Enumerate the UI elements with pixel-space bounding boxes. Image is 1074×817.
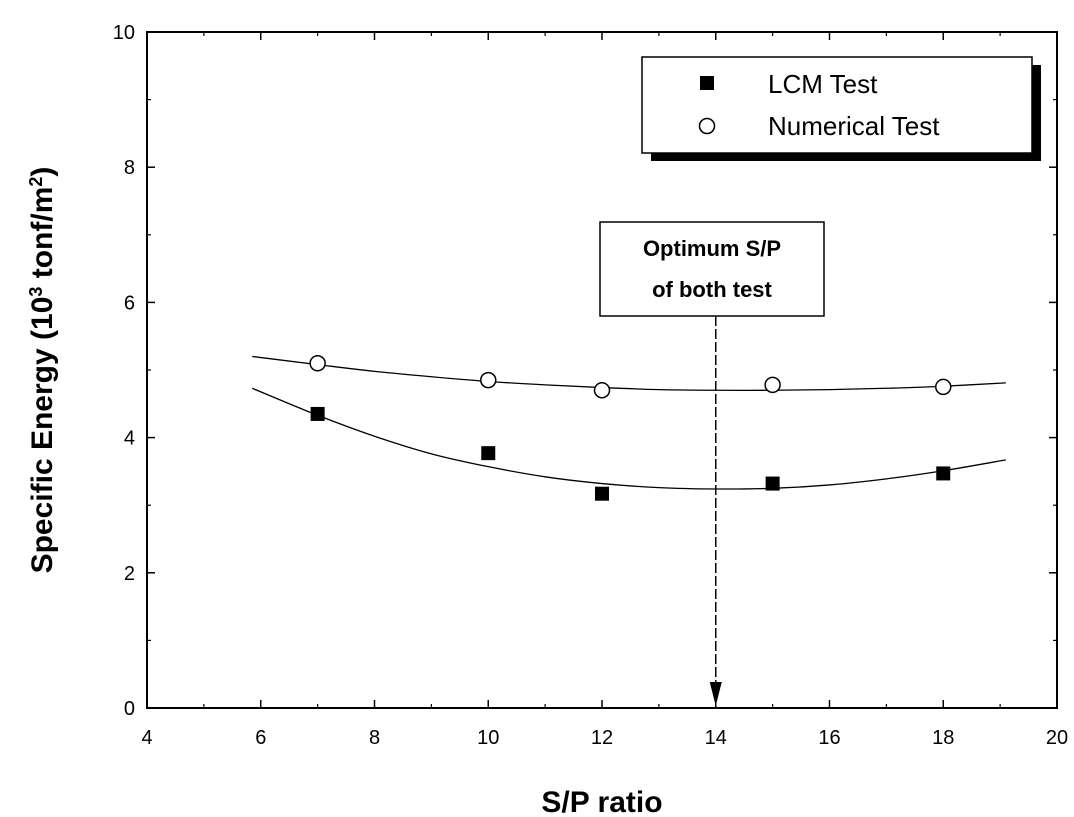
numerical-test-point: [593, 382, 611, 399]
annotation: Optimum S/P of both test: [599, 221, 825, 706]
x-tick-label: 20: [1046, 727, 1068, 749]
lcm-test-point: [481, 446, 496, 461]
numerical-fit-curve: [252, 355, 1006, 392]
lcm-test-point: [936, 466, 951, 481]
y-tick-label: 2: [124, 563, 135, 585]
y-axis-title-part-b: tonf/m: [26, 187, 59, 287]
x-tick-label: 6: [255, 727, 266, 749]
x-tick-label: 18: [932, 727, 954, 749]
y-axis-title-part-a: Specific Energy (10: [26, 297, 59, 574]
x-axis-title: S/P ratio: [541, 786, 662, 817]
x-tick-label: 8: [369, 727, 380, 749]
y-tick-label: 0: [124, 698, 135, 720]
y-tick-label: 8: [124, 157, 135, 179]
legend-label-numerical: Numerical Test: [768, 111, 940, 141]
y-tick-label: 10: [113, 22, 135, 44]
y-axis-title: Specific Energy (103 tonf/m2): [26, 167, 59, 574]
legend-label-lcm: LCM Test: [768, 69, 878, 99]
y-tick-labels: 0 2 4 6 8 10: [113, 22, 135, 720]
legend-marker-numerical: [698, 117, 716, 135]
lcm-test-point: [765, 476, 780, 491]
y-axis-title-sup-1: 3: [26, 287, 46, 297]
legend-box: [641, 56, 1033, 154]
axis-ticks: [146, 31, 1058, 709]
y-axis-title-part-c: ): [26, 167, 59, 177]
y-tick-label: 6: [124, 292, 135, 314]
x-tick-label: 4: [141, 727, 152, 749]
x-tick-label: 12: [591, 727, 613, 749]
numerical-test-point: [480, 371, 497, 389]
x-tick-label: 10: [477, 727, 499, 749]
lcm-test-point: [310, 406, 325, 421]
x-tick-label: 14: [705, 727, 727, 749]
numerical-test-point: [764, 376, 781, 394]
annotation-box: [599, 221, 825, 317]
numerical-test-point: [935, 378, 952, 396]
numerical-test-point: [309, 354, 326, 372]
y-tick-label: 4: [124, 428, 135, 450]
annotation-line-1: Optimum S/P: [643, 236, 781, 261]
data-points: [309, 354, 952, 501]
legend-marker-lcm: [700, 76, 714, 90]
lcm-test-point: [595, 486, 609, 501]
optimum-arrow-head: [709, 682, 722, 706]
lcm-fit-curve: [251, 387, 1006, 490]
y-axis-title-sup-2: 2: [26, 177, 46, 187]
legend: LCM Test Numerical Test: [641, 56, 1041, 161]
annotation-line-2: of both test: [652, 277, 772, 302]
fit-curves: [251, 355, 1006, 490]
x-tick-labels: 4 6 8 10 12 14 16 18 20: [141, 727, 1068, 749]
x-tick-label: 16: [818, 727, 840, 749]
